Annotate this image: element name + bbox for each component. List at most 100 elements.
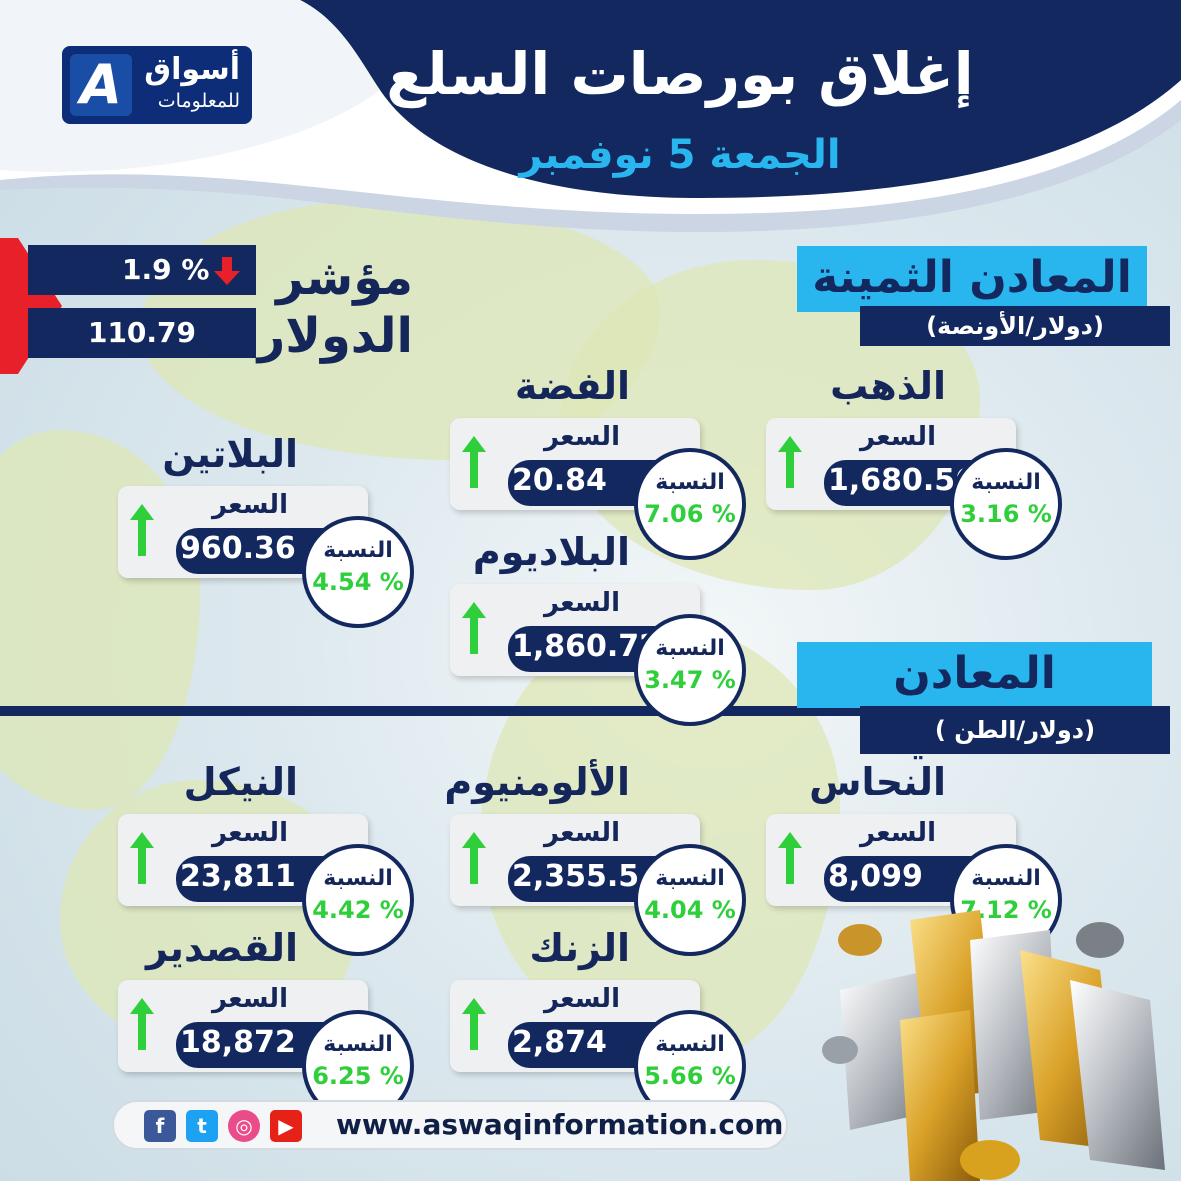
card-silver: الفضة السعر 20.84 النسبة 7.06 % <box>450 364 746 560</box>
section-divider <box>0 706 860 716</box>
logo-text-sub: للمعلومات <box>157 90 240 112</box>
price-value: 2,874 <box>512 1025 607 1060</box>
percent-label: النسبة <box>323 1032 393 1057</box>
card-body: السعر 960.36 النسبة 4.54 % <box>118 486 414 628</box>
percent-label: النسبة <box>655 1032 725 1057</box>
price-value: 23,811 <box>180 859 296 894</box>
percent-value: 6.25 % <box>312 1062 404 1090</box>
metal-name: النحاس <box>809 760 946 804</box>
arrow-up-icon <box>778 832 802 884</box>
percent-circle: النسبة 4.54 % <box>302 516 414 628</box>
arrow-up-icon <box>778 436 802 488</box>
facebook-icon[interactable]: f <box>144 1110 176 1142</box>
card-body: السعر 2,355.5 النسبة 4.04 % <box>450 814 746 956</box>
price-label: السعر <box>544 984 620 1014</box>
page-title: إغلاق بورصات السلع <box>386 40 974 108</box>
dollar-index-label-line2: الدولار <box>257 308 413 364</box>
twitter-icon[interactable]: t <box>186 1110 218 1142</box>
price-label: السعر <box>544 422 620 452</box>
card-platinum: البلاتين السعر 960.36 النسبة 4.54 % <box>118 432 414 628</box>
dollar-index-change-box: 1.9 % <box>28 245 256 295</box>
metal-name: النيكل <box>183 760 298 804</box>
price-value: 960.36 <box>180 531 296 566</box>
metal-name: البلاتين <box>162 432 298 476</box>
percent-circle: النسبة 3.47 % <box>634 614 746 726</box>
card-nickel: النيكل السعر 23,811 النسبة 4.42 % <box>118 760 414 956</box>
percent-value: 4.54 % <box>312 568 404 596</box>
metal-name: البلاديوم <box>472 530 630 574</box>
logo-mark: A <box>70 54 132 116</box>
dribbble-icon[interactable]: ◎ <box>228 1110 260 1142</box>
card-gold: الذهب السعر 1,680.56 النسبة 3.16 % <box>766 364 1062 560</box>
percent-circle: النسبة 3.16 % <box>950 448 1062 560</box>
percent-circle: النسبة 4.04 % <box>634 844 746 956</box>
logo-text-main: أسواق <box>144 52 240 87</box>
card-tin: القصدير السعر 18,872 النسبة 6.25 % <box>118 926 414 1122</box>
price-value: 18,872 <box>180 1025 296 1060</box>
footer-bar: f t ◎ ▶ www.aswaqinformation.com <box>112 1100 788 1150</box>
metal-name: الفضة <box>514 364 630 408</box>
price-label: السعر <box>212 984 288 1014</box>
percent-label: النسبة <box>971 866 1041 891</box>
arrow-up-icon <box>130 998 154 1050</box>
card-aluminium: الألومنيوم السعر 2,355.5 النسبة 4.04 % <box>444 760 746 956</box>
percent-value: 3.16 % <box>960 500 1052 528</box>
dollar-index-value: 110.79 <box>28 308 256 358</box>
metal-name: الذهب <box>830 364 946 408</box>
arrow-up-icon <box>462 832 486 884</box>
website-link[interactable]: www.aswaqinformation.com <box>336 1108 784 1141</box>
price-label: السعر <box>544 588 620 618</box>
card-body: السعر 20.84 النسبة 7.06 % <box>450 418 746 560</box>
arrow-up-icon <box>130 504 154 556</box>
percent-circle: النسبة 7.06 % <box>634 448 746 560</box>
card-body: السعر 8,099 النسبة 7.12 % <box>766 814 1062 956</box>
arrow-up-icon <box>462 602 486 654</box>
precious-metals-heading: المعادن الثمينة <box>797 246 1147 312</box>
arrow-down-icon <box>214 257 240 285</box>
dollar-index-change: 1.9 % <box>122 253 210 286</box>
card-body: السعر 23,811 النسبة 4.42 % <box>118 814 414 956</box>
card-body: السعر 1,860.72 النسبة 3.47 % <box>450 584 746 726</box>
arrow-up-icon <box>462 436 486 488</box>
percent-label: النسبة <box>655 470 725 495</box>
precious-metals-unit: (دولار/الأونصة) <box>860 306 1170 346</box>
percent-value: 4.04 % <box>644 896 736 924</box>
percent-label: النسبة <box>323 538 393 563</box>
percent-value: 5.66 % <box>644 1062 736 1090</box>
price-value: 20.84 <box>512 463 607 498</box>
price-label: السعر <box>860 422 936 452</box>
percent-value: 7.06 % <box>644 500 736 528</box>
arrow-up-icon <box>130 832 154 884</box>
price-label: السعر <box>212 818 288 848</box>
industrial-metals-heading: المعادن الصناعية <box>797 642 1152 763</box>
card-zinc: الزنك السعر 2,874 النسبة 5.66 % <box>450 926 746 1122</box>
percent-label: النسبة <box>655 866 725 891</box>
dollar-index-label-line1: مؤشر <box>276 250 413 306</box>
percent-label: النسبة <box>323 866 393 891</box>
date-subtitle: الجمعة 5 نوفمبر <box>519 132 841 178</box>
metal-name: الزنك <box>529 926 630 970</box>
aswaq-logo: A أسواق للمعلومات <box>62 46 252 124</box>
price-value: 2,355.5 <box>512 859 640 894</box>
price-value: 8,099 <box>828 859 923 894</box>
arrow-up-icon <box>462 998 486 1050</box>
card-body: السعر 18,872 النسبة 6.25 % <box>118 980 414 1122</box>
price-label: السعر <box>860 818 936 848</box>
card-body: السعر 1,680.56 النسبة 3.16 % <box>766 418 1062 560</box>
metal-name: القصدير <box>146 926 298 970</box>
card-copper: النحاس السعر 8,099 النسبة 7.12 % <box>766 760 1062 956</box>
header-banner <box>0 0 1181 232</box>
metal-bars-illustration <box>822 910 1165 1181</box>
percent-label: النسبة <box>971 470 1041 495</box>
card-palladium: البلاديوم السعر 1,860.72 النسبة 3.47 % <box>450 530 746 726</box>
youtube-icon[interactable]: ▶ <box>270 1110 302 1142</box>
metal-name: الألومنيوم <box>444 760 630 804</box>
percent-value: 4.42 % <box>312 896 404 924</box>
price-label: السعر <box>212 490 288 520</box>
card-body: السعر 2,874 النسبة 5.66 % <box>450 980 746 1122</box>
price-label: السعر <box>544 818 620 848</box>
percent-circle: النسبة 4.42 % <box>302 844 414 956</box>
industrial-metals-unit: (دولار/الطن ) <box>860 706 1170 754</box>
dollar-index-red-pointer <box>0 238 62 374</box>
